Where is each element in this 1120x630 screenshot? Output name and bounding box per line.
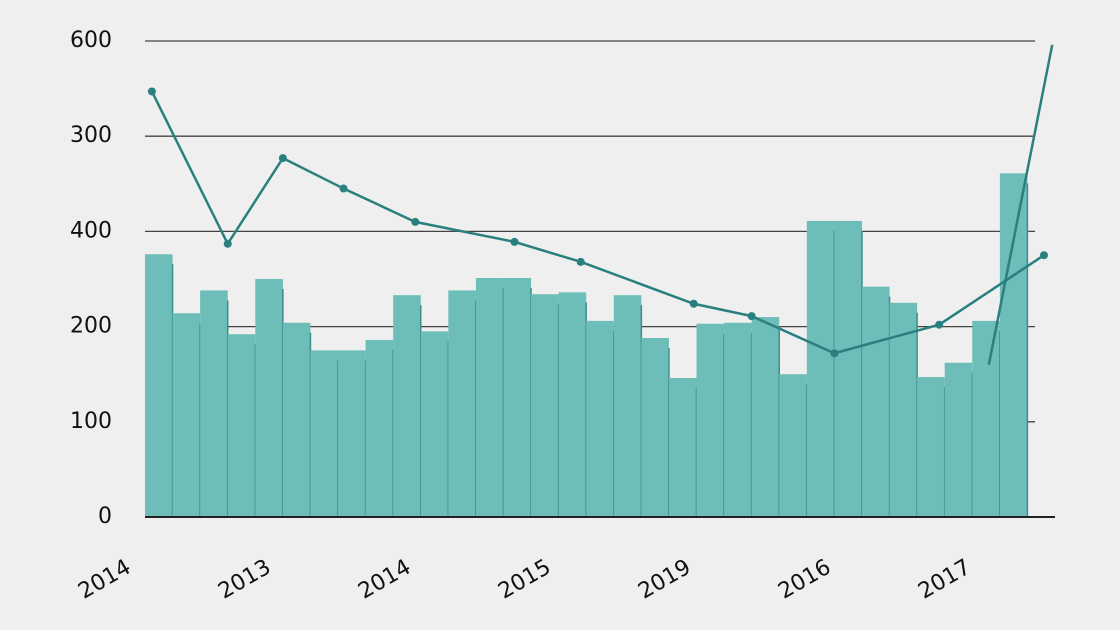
- line-point: [1039, 251, 1048, 260]
- line-point: [147, 87, 156, 96]
- bar: [338, 350, 366, 517]
- bar: [724, 322, 752, 517]
- bar: [806, 220, 835, 518]
- line: [987, 44, 1054, 365]
- bar: [448, 290, 476, 517]
- x-tick-label: 2016: [774, 555, 835, 605]
- bar: [779, 374, 807, 517]
- bar: [503, 278, 532, 517]
- bar: [861, 286, 890, 517]
- y-tick-label: 200: [70, 314, 112, 339]
- bar: [586, 320, 614, 517]
- bar: [310, 350, 339, 517]
- bar: [668, 378, 697, 517]
- line-point: [278, 154, 287, 163]
- line-point: [689, 299, 698, 308]
- bar: [172, 313, 201, 517]
- line-point: [935, 320, 944, 329]
- bar: [475, 278, 504, 517]
- y-tick-label: 600: [70, 28, 112, 53]
- bar: [696, 323, 725, 517]
- bar: [558, 292, 587, 517]
- bar: [282, 322, 311, 517]
- x-tick-label: 2013: [214, 555, 275, 605]
- line-point: [576, 257, 585, 266]
- line-point: [747, 312, 756, 321]
- y-tick-label: 300: [70, 123, 112, 148]
- line-point: [830, 349, 839, 358]
- bar: [751, 317, 780, 517]
- bar: [972, 320, 1000, 517]
- bar: [613, 295, 642, 517]
- bar: [944, 362, 973, 517]
- x-tick-label: 2017: [914, 555, 975, 605]
- bar: [200, 290, 228, 517]
- bar: [999, 173, 1028, 517]
- y-tick-label: 100: [70, 409, 112, 434]
- line-point: [411, 217, 420, 226]
- bar: [420, 331, 449, 517]
- bar: [917, 377, 945, 517]
- x-tick-label: 2014: [74, 555, 135, 605]
- x-tick-label: 2014: [354, 555, 415, 605]
- line-point: [510, 237, 519, 246]
- line: [150, 90, 1045, 355]
- bar: [227, 334, 256, 517]
- x-tick-label: 2019: [634, 555, 695, 605]
- bar: [393, 295, 421, 517]
- line-point: [339, 184, 348, 193]
- y-tick-label: 400: [70, 218, 112, 243]
- y-tick-label: 0: [98, 504, 112, 529]
- bar: [531, 294, 559, 517]
- x-tick-label: 2015: [494, 555, 555, 605]
- bar: [255, 279, 283, 517]
- bar: [365, 339, 394, 517]
- bar: [889, 302, 918, 517]
- bar: [145, 254, 173, 518]
- bar: [641, 338, 669, 517]
- line-point: [223, 239, 232, 248]
- bar: [834, 220, 862, 518]
